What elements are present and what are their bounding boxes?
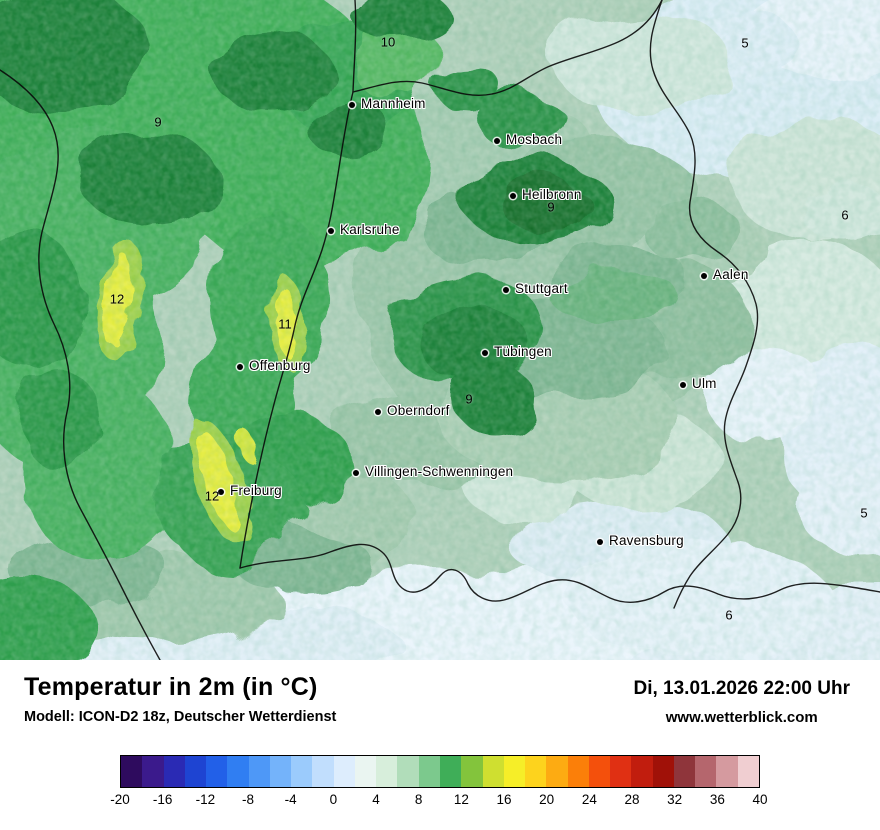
scale-segment (588, 756, 611, 787)
temperature-scale: -20 -16 -12 -8 -4 0 4 8 12 16 20 24 28 32 36 40 (110, 755, 768, 812)
scale-tick: -4 (284, 792, 297, 807)
scale-tick: -8 (241, 792, 255, 807)
page-title: Temperatur in 2m (in °C) (24, 673, 318, 701)
scale-segment (184, 756, 207, 787)
scale-segment (397, 756, 419, 787)
color-scale-bar (120, 755, 760, 788)
scale-segment (333, 756, 355, 787)
scale-segment (503, 756, 526, 787)
scale-tick: 20 (539, 792, 555, 807)
scale-tick-labels: -20 -16 -12 -8 -4 0 4 8 12 16 20 24 28 32 36 40 (110, 792, 767, 812)
model-info: Modell: ICON-D2 18z, Deutscher Wetterdie… (24, 709, 337, 725)
scale-segment (354, 756, 377, 787)
temperature-field-image (0, 0, 880, 660)
scale-tick: 28 (624, 792, 640, 807)
scale-tick: 0 (329, 792, 338, 807)
scale-segment (269, 756, 292, 787)
scale-segment (418, 756, 440, 787)
website-label: www.wetterblick.com (665, 709, 818, 726)
scale-segment (567, 756, 589, 787)
scale-segment (439, 756, 462, 787)
scale-tick: 8 (414, 792, 423, 807)
scale-segment (312, 756, 334, 787)
scale-tick: 12 (453, 792, 469, 807)
scale-segment (206, 756, 228, 787)
scale-segment (673, 756, 696, 787)
scale-segment (163, 756, 185, 787)
border-lines (0, 0, 880, 660)
scale-segment (737, 756, 759, 787)
scale-segment (461, 756, 483, 787)
scale-segment (525, 756, 547, 787)
scale-tick: 24 (581, 792, 597, 807)
scale-segment (482, 756, 504, 787)
scale-tick: 16 (496, 792, 512, 807)
scale-tick: 32 (667, 792, 683, 807)
scale-segment (546, 756, 568, 787)
scale-segment (610, 756, 632, 787)
scale-segment (695, 756, 717, 787)
datetime-label: Di, 13.01.2026 22:00 Uhr (633, 678, 850, 699)
scale-tick: 36 (709, 792, 725, 807)
scale-segment (652, 756, 674, 787)
scale-tick: -20 (110, 792, 130, 807)
scale-segment (291, 756, 313, 787)
scale-tick: 4 (372, 792, 380, 807)
scale-tick: -16 (152, 792, 173, 807)
scale-tick: -12 (195, 792, 216, 807)
weather-map: Mannheim Mosbach Heilbronn Karlsruhe Stuttga… (0, 0, 880, 660)
scale-segment (142, 756, 164, 787)
scale-segment (376, 756, 398, 787)
scale-segment (248, 756, 270, 787)
scale-segment (716, 756, 738, 787)
scale-segment (631, 756, 653, 787)
scale-segment (227, 756, 249, 787)
map-footer: Temperatur in 2m (in °C) Modell: ICON-D2… (0, 660, 880, 830)
scale-tick: 40 (752, 792, 768, 807)
scale-segment (121, 756, 143, 787)
